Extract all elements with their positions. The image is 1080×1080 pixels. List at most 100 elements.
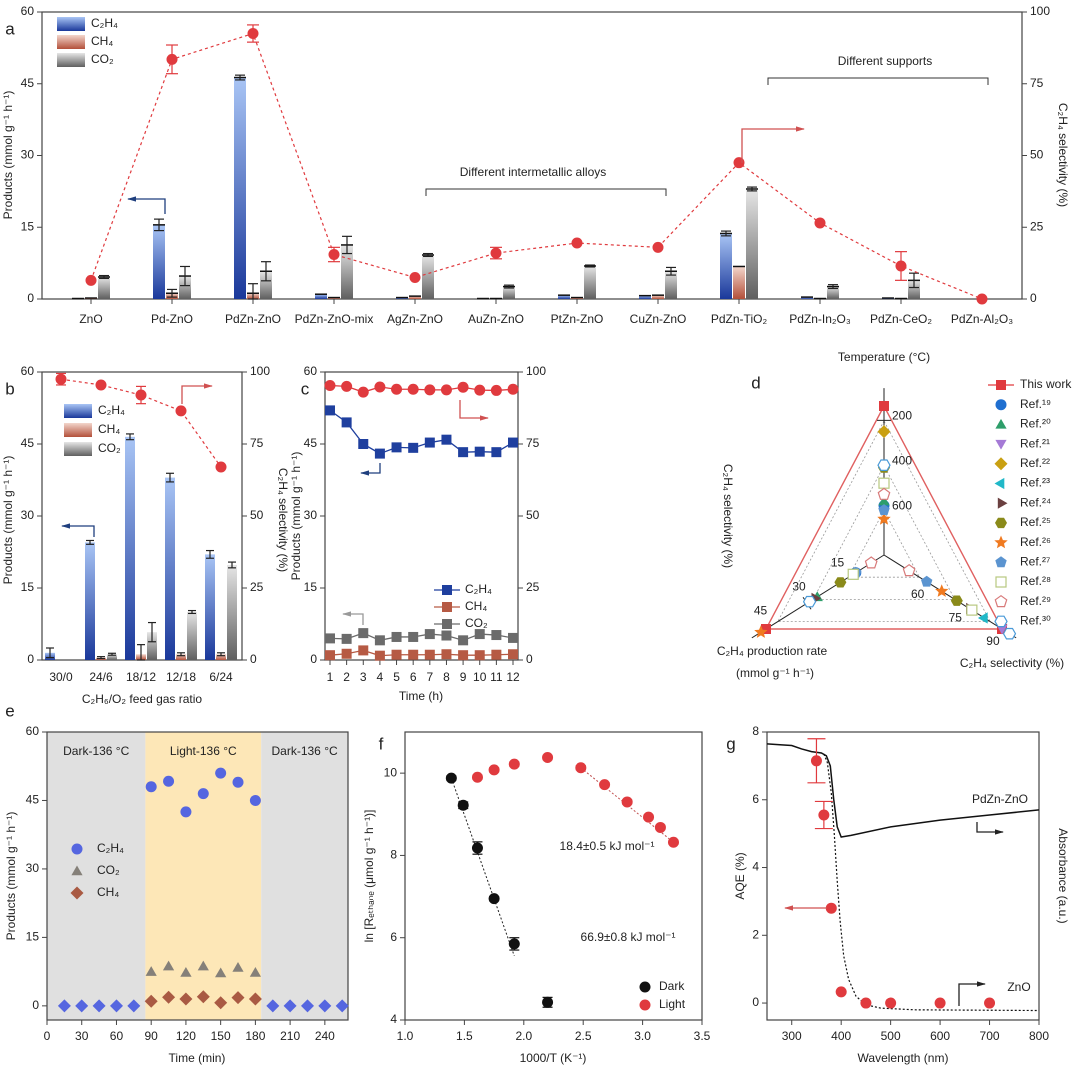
right-axis-arrow <box>976 822 1004 835</box>
legend-label: This work <box>1020 377 1072 391</box>
selectivity-point <box>215 461 227 473</box>
legend-marker <box>995 576 1007 588</box>
point-dark <box>110 999 123 1013</box>
absorbance-zno <box>823 753 1040 1012</box>
point-co2 <box>324 633 335 644</box>
point-dark <box>318 999 332 1013</box>
rate-tick-label: 45 <box>754 604 768 618</box>
temperature-tick-label: 200 <box>892 409 912 423</box>
x-tick-label: 2 <box>343 670 350 684</box>
legend-label: Ref.²⁹ <box>1020 594 1051 608</box>
point-dark <box>335 999 349 1013</box>
region-dark <box>47 732 146 1020</box>
legend-marker <box>994 594 1008 608</box>
legend-label: CH₄ <box>97 885 119 899</box>
selectivity-line <box>329 384 514 393</box>
legend-swatch <box>64 442 92 456</box>
x-axis-label: Time (h) <box>399 689 443 703</box>
x-tick-label: 9 <box>460 670 467 684</box>
x-tick-label: 120 <box>176 1029 196 1043</box>
y-tick-label: 10 <box>384 765 398 779</box>
point-ch4 <box>231 991 245 1005</box>
point-ch4 <box>358 645 369 656</box>
point-ch4 <box>341 648 352 659</box>
point-dark <box>75 999 89 1013</box>
point-co2 <box>491 630 502 641</box>
bar-co2 <box>187 612 197 660</box>
point-dark <box>508 938 520 950</box>
legend-marker <box>442 585 452 595</box>
temperature-tick-label: 600 <box>892 498 912 512</box>
point-dark <box>266 999 280 1013</box>
y-tick-label: 2 <box>752 927 759 941</box>
aqe-point <box>885 997 897 1009</box>
legend-swatch <box>57 17 85 31</box>
legend-label: C₂H₄ <box>91 16 118 30</box>
legend-marker <box>995 418 1007 429</box>
bar-ch4 <box>733 266 745 299</box>
point-c2h4 <box>145 781 157 793</box>
marker-ref <box>877 459 891 471</box>
aqe-point <box>810 755 822 767</box>
legend-swatch <box>64 404 92 418</box>
point-co2 <box>408 631 419 642</box>
x-tick-label: 240 <box>315 1029 335 1043</box>
panel-label-a: a <box>5 19 15 38</box>
marker-ref <box>921 575 933 587</box>
activation-energy-light: 18.4±0.5 kJ mol⁻¹ <box>560 839 655 853</box>
selectivity-point <box>895 260 907 272</box>
label-zno: ZnO <box>1007 980 1030 994</box>
grid-triangle <box>847 509 921 578</box>
y-tick-label: 100 <box>250 364 270 378</box>
selectivity-point <box>247 28 259 40</box>
point-light <box>508 758 520 770</box>
selectivity-point <box>85 274 97 286</box>
point-c2h4 <box>163 775 175 787</box>
x-tick-label: 3.5 <box>694 1029 711 1043</box>
point-c2h4 <box>441 434 452 445</box>
bar-co2 <box>260 271 272 299</box>
y-tick-label: 75 <box>250 436 264 450</box>
legend-label: Ref.²⁷ <box>1020 554 1050 568</box>
y-tick-label: 0 <box>752 995 759 1009</box>
x-tick-label: 30 <box>75 1029 89 1043</box>
point-ch4 <box>458 650 469 661</box>
point-c2h4 <box>215 767 227 779</box>
selectivity-point <box>324 380 336 392</box>
bar-co2 <box>503 286 515 299</box>
y-tick-label: 100 <box>526 364 546 378</box>
x-tick-label: PdZn-CeO₂ <box>870 312 932 326</box>
bar-c2h4 <box>125 436 135 660</box>
y-tick-label: 30 <box>26 861 40 875</box>
selectivity-line <box>60 378 222 468</box>
x-tick-label: 210 <box>280 1029 300 1043</box>
point-ch4 <box>374 650 385 661</box>
bar-c2h4 <box>85 542 95 660</box>
point-co2 <box>197 960 209 971</box>
x-axis-label: C₂H₆/O₂ feed gas ratio <box>82 692 203 706</box>
legend-marker <box>995 556 1007 568</box>
legend-marker <box>71 865 83 876</box>
panel-g-frame <box>766 731 1040 1021</box>
region-label: Dark-136 °C <box>63 744 129 758</box>
point-c2h4 <box>424 437 435 448</box>
point-c2h4 <box>180 806 192 818</box>
selectivity-point <box>424 384 436 396</box>
rate-tick-label: 15 <box>831 555 845 569</box>
y-tick-label: 30 <box>304 508 318 522</box>
selectivity-axis-title: C₂H₄ selectivity (%) <box>960 656 1064 670</box>
y2-axis-label: Absorbance (a.u.) <box>1056 828 1070 923</box>
marker-ref <box>877 512 891 525</box>
legend-marker <box>994 535 1008 549</box>
legend-label: Ref.³⁰ <box>1020 614 1051 628</box>
x-tick-label: 2.5 <box>575 1029 592 1043</box>
x-tick-label: 24/6 <box>89 670 113 684</box>
x-axis-label: Time (min) <box>169 1051 226 1065</box>
legend-label: Dark <box>659 979 685 993</box>
x-tick-label: 18/12 <box>126 670 156 684</box>
selectivity-point <box>571 237 583 249</box>
y-axis-label: ln [Rₑₜₕₐₙₑ (μmol g⁻¹ h⁻¹)] <box>362 810 376 943</box>
point-c2h4 <box>197 788 209 800</box>
y-axis-label: Products (mmol g⁻¹ h⁻¹) <box>4 812 18 941</box>
legend-label: Light <box>659 997 686 1011</box>
